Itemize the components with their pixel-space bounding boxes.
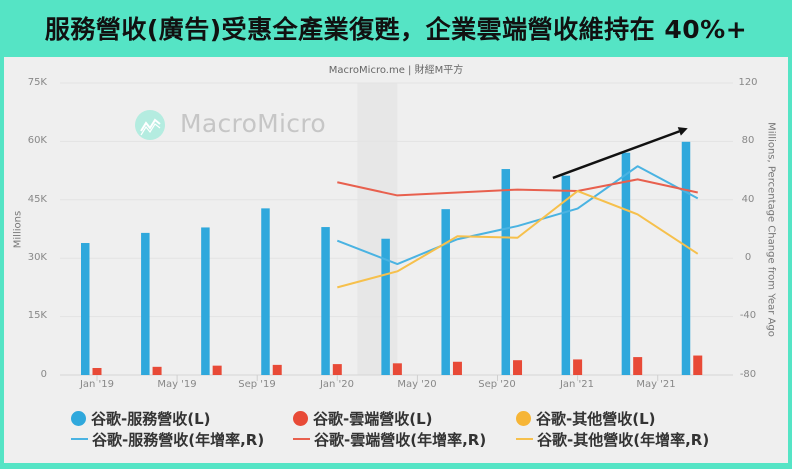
trend-arrow-line: [552, 130, 680, 180]
y-right-tick: -80: [739, 369, 757, 380]
yoy-line: [337, 178, 698, 197]
bar: [92, 367, 102, 375]
bar: [452, 361, 462, 375]
legend-label: 谷歌-服務營收(年增率,R): [92, 430, 265, 449]
y-right-tick: 80: [741, 135, 755, 146]
y-right-axis-title: Millions, Percentage Change from Year Ag…: [765, 122, 777, 337]
legend-line-icon: [293, 438, 310, 440]
bar: [633, 357, 643, 375]
bar: [392, 363, 402, 375]
y-right-tick: 0: [744, 252, 752, 263]
watermark-text: MacroMicro: [180, 109, 326, 138]
annotation-layer: [552, 127, 688, 180]
x-tick-label: Sep '19: [238, 379, 276, 390]
x-tick-label: May '20: [397, 379, 437, 390]
bar: [272, 364, 282, 375]
x-tick-label: Jan '21: [559, 379, 595, 390]
bar: [681, 141, 691, 375]
legend-label: 谷歌-其他營收(L): [536, 409, 656, 428]
x-tick-label: Jan '20: [319, 379, 355, 390]
bar: [381, 238, 390, 375]
y-left-tick: 15K: [27, 310, 47, 321]
legend-item-cloud-yoy[interactable]: 谷歌-雲端營收(年增率,R): [293, 430, 487, 449]
legend-circle-icon: [293, 410, 308, 426]
line-series: [336, 165, 699, 289]
yoy-line: [336, 165, 699, 266]
y-left-tick: 0: [40, 369, 47, 380]
bar: [513, 360, 523, 375]
y-right-tick: -40: [739, 310, 757, 321]
bar: [561, 175, 571, 375]
legend-item-other-revenue[interactable]: 谷歌-其他營收(L): [516, 409, 656, 428]
legend-label: 谷歌-雲端營收(L): [313, 409, 433, 428]
y-left-axis-title: Millions: [12, 210, 24, 249]
bar: [321, 227, 330, 375]
bar: [332, 364, 342, 375]
x-tick-label: Sep '20: [478, 379, 516, 390]
y-right-tick: 120: [738, 77, 758, 88]
y-left-tick: 60K: [27, 135, 47, 146]
bar: [621, 152, 631, 375]
y-left-tick: 30K: [27, 252, 47, 263]
legend-circle-icon: [516, 410, 531, 426]
bar: [81, 243, 90, 375]
chart-source: MacroMicro.me | 財經M平方: [328, 65, 464, 76]
bar: [501, 169, 511, 375]
bar: [152, 366, 162, 375]
legend-label: 谷歌-服務營收(L): [91, 409, 211, 428]
bar: [261, 208, 270, 375]
legend-line-icon: [71, 438, 88, 440]
legend-item-cloud-revenue[interactable]: 谷歌-雲端營收(L): [293, 409, 433, 428]
y-left-tick: 45K: [27, 194, 47, 205]
bar: [201, 227, 210, 375]
bar-series: [81, 141, 703, 375]
y-left-tick: 75K: [27, 77, 47, 88]
legend-item-services-yoy[interactable]: 谷歌-服務營收(年增率,R): [71, 430, 265, 449]
page-title: 服務營收(廣告)受惠全產業復甦，企業雲端營收維持在 40%+: [44, 14, 748, 44]
gridlines: [60, 82, 733, 376]
legend-label: 谷歌-其他營收(年增率,R): [537, 430, 710, 449]
bar: [693, 355, 703, 375]
legend-line-icon: [516, 438, 533, 440]
recession-band-layer: [357, 83, 398, 375]
x-axis-ticks: [96, 375, 659, 381]
yoy-line: [337, 190, 699, 289]
bar: [141, 232, 150, 375]
x-tick-label: Jan '19: [79, 379, 115, 390]
legend-item-services-revenue[interactable]: 谷歌-服務營收(L): [71, 409, 211, 428]
recession-shaded-band: [357, 83, 398, 375]
watermark-logo-icon: [135, 110, 165, 140]
bar: [573, 359, 583, 375]
title-bar: 服務營收(廣告)受惠全產業復甦，企業雲端營收維持在 40%+: [0, 0, 792, 57]
y-right-tick: 40: [741, 194, 755, 205]
bar: [212, 365, 222, 375]
x-tick-label: May '21: [636, 379, 676, 390]
x-tick-label: May '19: [157, 379, 197, 390]
legend-circle-icon: [71, 410, 86, 426]
legend-item-other-yoy[interactable]: 谷歌-其他營收(年增率,R): [516, 430, 710, 449]
legend-label: 谷歌-雲端營收(年增率,R): [314, 430, 487, 449]
arrowhead-icon: [677, 127, 688, 136]
bar: [441, 209, 450, 375]
